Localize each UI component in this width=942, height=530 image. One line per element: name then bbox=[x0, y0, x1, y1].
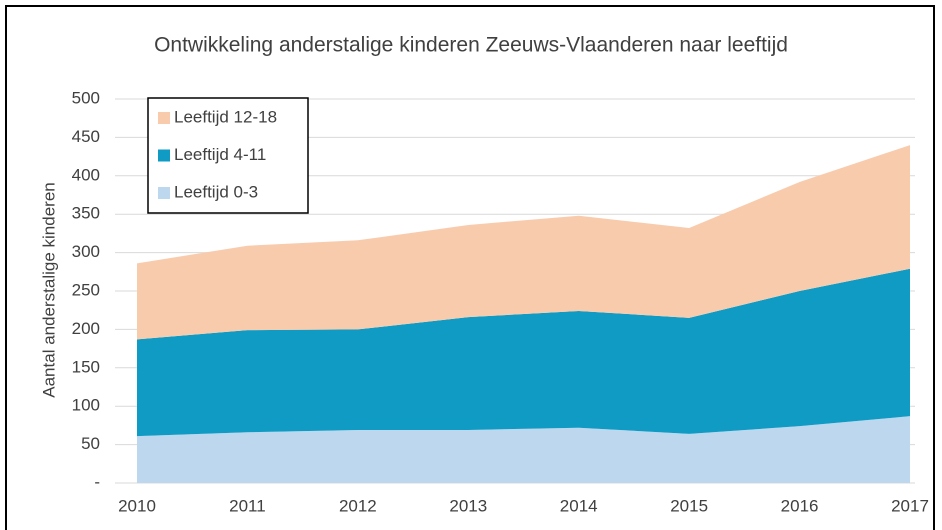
area bbox=[137, 145, 910, 340]
legend: Leeftijd 0-3 Leeftijd 4-11 Leeftijd 12-18 bbox=[147, 97, 309, 214]
y-axis-label: Aantal anderstalige kinderen bbox=[39, 182, 58, 397]
y-tick-label: 50 bbox=[81, 434, 100, 453]
y-tick-label: 450 bbox=[72, 127, 100, 146]
x-tick-label: 2015 bbox=[670, 496, 708, 515]
legend-label: Leeftijd 4-11 bbox=[174, 145, 266, 164]
area bbox=[137, 416, 910, 483]
area bbox=[137, 268, 910, 437]
y-tick-label: 250 bbox=[72, 280, 100, 299]
labels: - 50 100 150 200 250 300 350 400 450 500 2010 2011 20… bbox=[72, 88, 929, 515]
legend-swatch bbox=[158, 149, 170, 162]
x-tick-label: 2013 bbox=[449, 496, 487, 515]
x-tick-label: 2014 bbox=[560, 496, 598, 515]
y-tick-label: 100 bbox=[72, 396, 100, 415]
y-tick-label: 400 bbox=[72, 165, 100, 184]
y-tick-label: 500 bbox=[72, 88, 100, 107]
legend-label: Leeftijd 12-18 bbox=[174, 107, 277, 126]
legend-label: Leeftijd 0-3 bbox=[174, 182, 258, 201]
legend-swatch bbox=[158, 187, 170, 199]
x-tick-label: 2011 bbox=[229, 496, 266, 515]
legend-box bbox=[147, 97, 309, 214]
areas bbox=[137, 145, 910, 483]
legend-swatch bbox=[158, 112, 170, 124]
y-tick-label: - bbox=[94, 472, 100, 491]
chart-title: Ontwikkeling anderstalige kinderen Zeeuw… bbox=[154, 34, 788, 57]
y-tick-label: 200 bbox=[72, 319, 100, 338]
x-tick-label: 2016 bbox=[781, 496, 819, 515]
x-tick-label: 2010 bbox=[118, 496, 156, 515]
y-tick-label: 300 bbox=[72, 242, 100, 261]
y-tick-label: 150 bbox=[72, 357, 100, 376]
y-tick-label: 350 bbox=[72, 204, 100, 223]
x-tick-label: 2012 bbox=[339, 496, 377, 515]
x-tick-label: 2017 bbox=[891, 496, 929, 515]
